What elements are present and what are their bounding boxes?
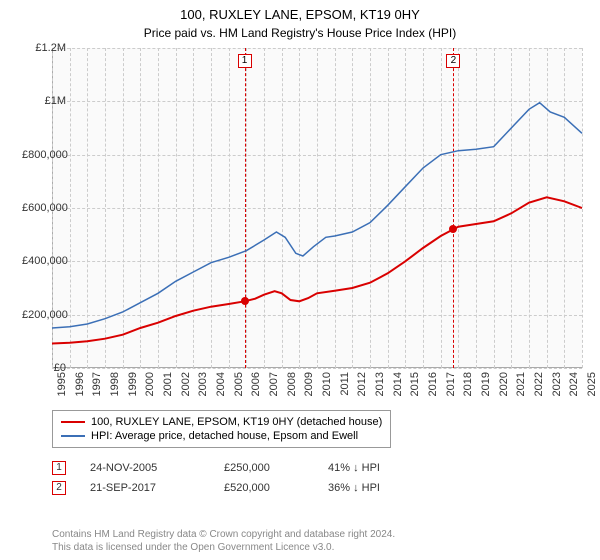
sales-table: 1 24-NOV-2005 £250,000 41% ↓ HPI 2 21-SEP-201… — [52, 458, 428, 498]
chart-container: { "title": "100, RUXLEY LANE, EPSOM, KT1… — [0, 0, 600, 560]
x-tick-label: 2002 — [180, 372, 192, 396]
x-tick-label: 2015 — [409, 372, 421, 396]
sales-row: 2 21-SEP-2017 £520,000 36% ↓ HPI — [52, 478, 428, 498]
sale-marker-box: 1 — [238, 54, 252, 68]
y-tick-label: £200,000 — [22, 309, 66, 321]
sales-row-marker: 2 — [52, 481, 66, 495]
y-tick-label: £400,000 — [22, 255, 66, 267]
x-tick-label: 2016 — [427, 372, 439, 396]
sales-row-hpi: 36% ↓ HPI — [328, 482, 428, 494]
x-tick-label: 2025 — [586, 372, 598, 396]
sales-row-price: £250,000 — [224, 462, 304, 474]
x-tick-label: 2013 — [374, 372, 386, 396]
chart-plot-area: 12 — [52, 48, 582, 368]
x-tick-label: 2024 — [568, 372, 580, 396]
footer-line1: Contains HM Land Registry data © Crown c… — [52, 528, 395, 541]
y-tick-label: £600,000 — [22, 202, 66, 214]
footer-line2: This data is licensed under the Open Gov… — [52, 541, 395, 554]
sale-dot — [449, 225, 457, 233]
series-price_paid — [52, 197, 582, 343]
legend-row: 100, RUXLEY LANE, EPSOM, KT19 0HY (detac… — [61, 415, 382, 429]
x-tick-label: 2007 — [268, 372, 280, 396]
legend-swatch — [61, 421, 85, 423]
x-tick-label: 2019 — [480, 372, 492, 396]
x-tick-label: 1996 — [74, 372, 86, 396]
legend-row: HPI: Average price, detached house, Epso… — [61, 429, 382, 443]
x-tick-label: 2011 — [339, 372, 351, 396]
legend-label: HPI: Average price, detached house, Epso… — [91, 430, 358, 442]
x-tick-label: 1998 — [109, 372, 121, 396]
y-tick-label: £1M — [22, 95, 66, 107]
y-tick-label: £800,000 — [22, 149, 66, 161]
x-tick-label: 2006 — [250, 372, 262, 396]
gridline-horizontal — [52, 368, 582, 369]
x-tick-label: 1997 — [91, 372, 103, 396]
sale-dot — [241, 297, 249, 305]
x-tick-label: 2020 — [498, 372, 510, 396]
x-tick-label: 2017 — [445, 372, 457, 396]
x-tick-label: 2021 — [515, 372, 527, 396]
legend-swatch — [61, 435, 85, 437]
sales-row-marker: 1 — [52, 461, 66, 475]
line-series-svg — [52, 48, 582, 368]
x-tick-label: 2009 — [303, 372, 315, 396]
chart-subtitle: Price paid vs. HM Land Registry's House … — [0, 24, 600, 40]
sales-row-date: 21-SEP-2017 — [90, 482, 200, 494]
footer-attribution: Contains HM Land Registry data © Crown c… — [52, 528, 395, 554]
x-tick-label: 2001 — [162, 372, 174, 396]
x-tick-label: 2018 — [462, 372, 474, 396]
sale-marker-box: 2 — [446, 54, 460, 68]
x-tick-label: 2004 — [215, 372, 227, 396]
x-tick-label: 1995 — [56, 372, 68, 396]
x-tick-label: 2022 — [533, 372, 545, 396]
x-tick-label: 2000 — [144, 372, 156, 396]
x-tick-label: 2010 — [321, 372, 333, 396]
x-tick-label: 2008 — [286, 372, 298, 396]
legend-box: 100, RUXLEY LANE, EPSOM, KT19 0HY (detac… — [52, 410, 391, 448]
x-tick-label: 2003 — [197, 372, 209, 396]
x-tick-label: 2012 — [356, 372, 368, 396]
x-tick-label: 2005 — [233, 372, 245, 396]
x-tick-label: 1999 — [127, 372, 139, 396]
sales-row-hpi: 41% ↓ HPI — [328, 462, 428, 474]
gridline-vertical — [582, 48, 583, 368]
x-tick-label: 2014 — [392, 372, 404, 396]
legend-label: 100, RUXLEY LANE, EPSOM, KT19 0HY (detac… — [91, 416, 382, 428]
sales-row: 1 24-NOV-2005 £250,000 41% ↓ HPI — [52, 458, 428, 478]
chart-title: 100, RUXLEY LANE, EPSOM, KT19 0HY — [0, 0, 600, 24]
x-tick-label: 2023 — [551, 372, 563, 396]
sales-row-date: 24-NOV-2005 — [90, 462, 200, 474]
sales-row-price: £520,000 — [224, 482, 304, 494]
y-tick-label: £1.2M — [22, 42, 66, 54]
